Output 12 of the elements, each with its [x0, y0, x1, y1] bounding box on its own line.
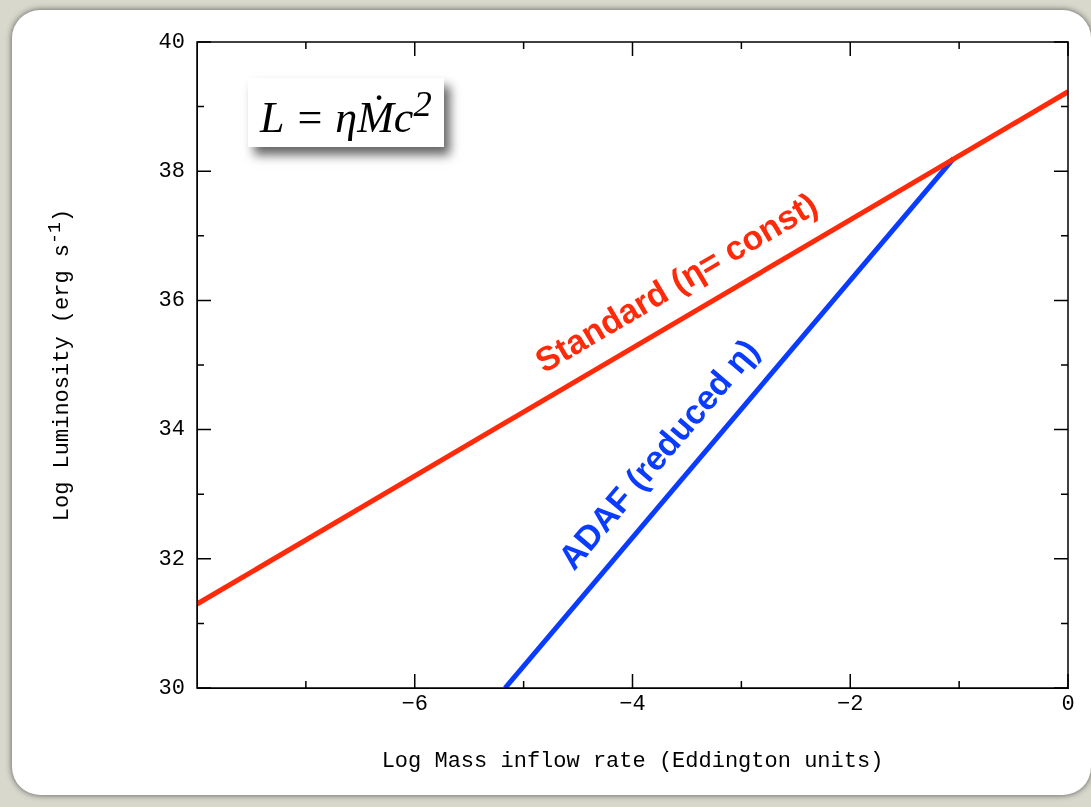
x-tick-label: −2 — [837, 692, 864, 718]
x-tick-label: 0 — [1061, 692, 1075, 718]
annotation: L = ηṀc$^{2}$ — [248, 78, 444, 147]
y-tick-label: 38 — [158, 159, 185, 185]
y-tick-label: 34 — [158, 417, 185, 443]
y-tick-label: 32 — [158, 546, 185, 572]
y-tick-label: 30 — [158, 675, 185, 701]
x-tick-label: −4 — [619, 692, 646, 718]
y-tick-label: 40 — [158, 29, 185, 55]
y-tick-label: 36 — [158, 288, 185, 314]
x-axis-title: Log Mass inflow rate (Eddington units) — [381, 748, 884, 774]
x-tick-label: −6 — [401, 692, 428, 718]
